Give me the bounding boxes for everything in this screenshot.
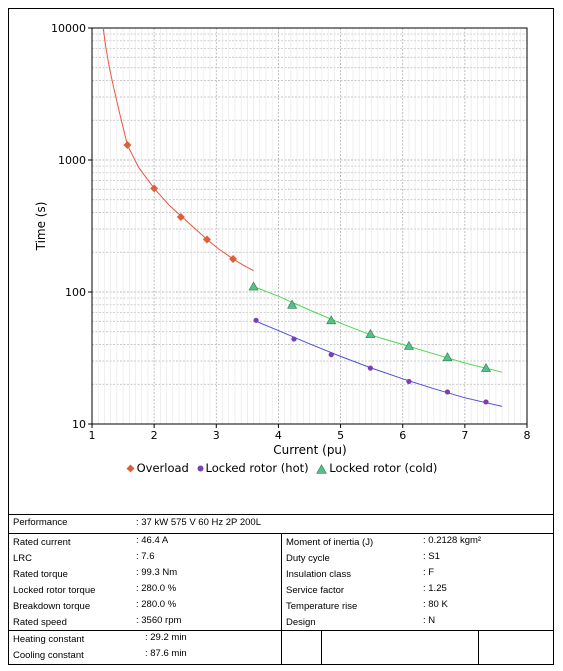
data-point-locked-rotor-hot [328,352,334,358]
legend-item-overload: Overload [126,461,193,475]
x-tick-label: 5 [337,429,344,442]
lrc-value: : 7.6 [136,551,155,562]
heating-constant-label: Heating constant [13,634,85,645]
data-point-overload [229,254,238,263]
data-point-overload [202,235,211,244]
breakdown-torque-label: Breakdown torque [13,601,91,612]
data-point-locked-rotor-cold [403,340,414,350]
axis-ticks: 1 2 3 4 5 6 7 8 10 100 1000 10000 [51,22,531,442]
circle-marker-icon [197,465,204,472]
chart-markers [123,140,491,405]
rated-current-value: : 46.4 A [136,535,169,546]
legend-item-locked-rotor-cold: Locked rotor (cold) [316,461,437,475]
x-tick-label: 4 [275,429,282,442]
moment-of-inertia-value: : 0.2128 kgm² [423,535,482,546]
chart-curves [102,27,503,407]
insulation-class-value: : F [423,567,435,578]
duty-cycle-value: : S1 [423,551,440,562]
y-tick-label: 1000 [58,154,86,167]
y-tick-label: 10000 [51,22,86,35]
moment-of-inertia-label: Moment of inertia (J) [286,537,374,548]
chart-grid [92,28,527,424]
x-tick-label: 3 [213,429,220,442]
diamond-marker-icon [126,464,135,473]
legend-label-locked-rotor-cold: Locked rotor (cold) [329,461,438,475]
service-factor-label: Service factor [286,585,345,596]
plot-area-border [91,27,528,425]
series-line-overload [102,27,254,272]
time-current-chart: 1 2 3 4 5 6 7 8 10 100 1000 10000 Current (pu) Time… [34,22,531,457]
rated-torque-label: Rated torque [13,569,68,580]
data-point-locked-rotor-hot [444,389,451,395]
temperature-rise-value: : 80 K [423,599,448,610]
performance-label: Performance [13,517,68,528]
data-point-overload [176,212,185,221]
legend-item-locked-rotor-hot: Locked rotor (hot) [197,461,313,475]
design-value: : N [423,615,436,626]
design-label: Design [286,617,316,628]
data-point-overload [150,184,159,193]
y-tick-label: 10 [72,418,86,431]
x-tick-label: 8 [524,429,531,442]
locked-rotor-torque-label: Locked rotor torque [13,585,96,596]
data-point-locked-rotor-cold [326,315,337,325]
y-tick-label: 100 [65,286,86,299]
x-tick-label: 7 [461,429,468,442]
rated-current-label: Rated current [13,537,71,548]
locked-rotor-torque-value: : 280.0 % [136,583,177,594]
x-tick-label: 6 [399,429,406,442]
data-point-locked-rotor-cold [480,363,491,372]
data-point-locked-rotor-cold [248,281,259,291]
data-point-locked-rotor-hot [253,317,259,323]
data-point-locked-rotor-hot [367,365,373,371]
cooling-constant-value: : 87.6 min [145,648,187,659]
table-bottom-divider-2 [478,630,479,665]
table-top-border [9,514,553,515]
performance-value: : 37 kW 575 V 60 Hz 2P 200L [136,517,261,528]
legend-label-overload: Overload [136,461,189,475]
cooling-constant-label: Cooling constant [13,650,84,661]
rated-speed-label: Rated speed [13,617,67,628]
data-point-locked-rotor-hot [483,399,489,405]
data-point-locked-rotor-hot [291,336,297,342]
data-point-locked-rotor-cold [442,352,453,362]
y-axis-label: Time (s) [34,202,48,252]
rated-speed-value: : 3560 rpm [136,615,182,626]
lrc-label: LRC [13,553,33,564]
service-factor-value: : 1.25 [423,583,447,594]
data-point-overload [123,140,132,149]
breakdown-torque-value: : 280.0 % [136,599,177,610]
triangle-marker-icon [316,463,328,474]
duty-cycle-label: Duty cycle [286,553,330,564]
data-point-locked-rotor-hot [406,378,412,385]
heating-constant-value: : 29.2 min [145,632,187,643]
x-tick-label: 2 [151,429,158,442]
legend-label-locked-rotor-hot: Locked rotor (hot) [205,461,309,475]
table-bottom-divider-1 [321,630,322,665]
temperature-rise-label: Temperature rise [286,601,358,612]
x-axis-label: Current (pu) [273,443,346,457]
rated-torque-value: : 99.3 Nm [136,567,178,578]
data-point-locked-rotor-cold [365,328,376,338]
insulation-class-label: Insulation class [286,569,351,580]
chart-legend: Overload Locked rotor (hot) Locked rotor… [0,461,563,475]
x-tick-label: 1 [89,429,96,442]
table-column-divider [281,533,282,665]
data-point-locked-rotor-cold [287,299,298,309]
